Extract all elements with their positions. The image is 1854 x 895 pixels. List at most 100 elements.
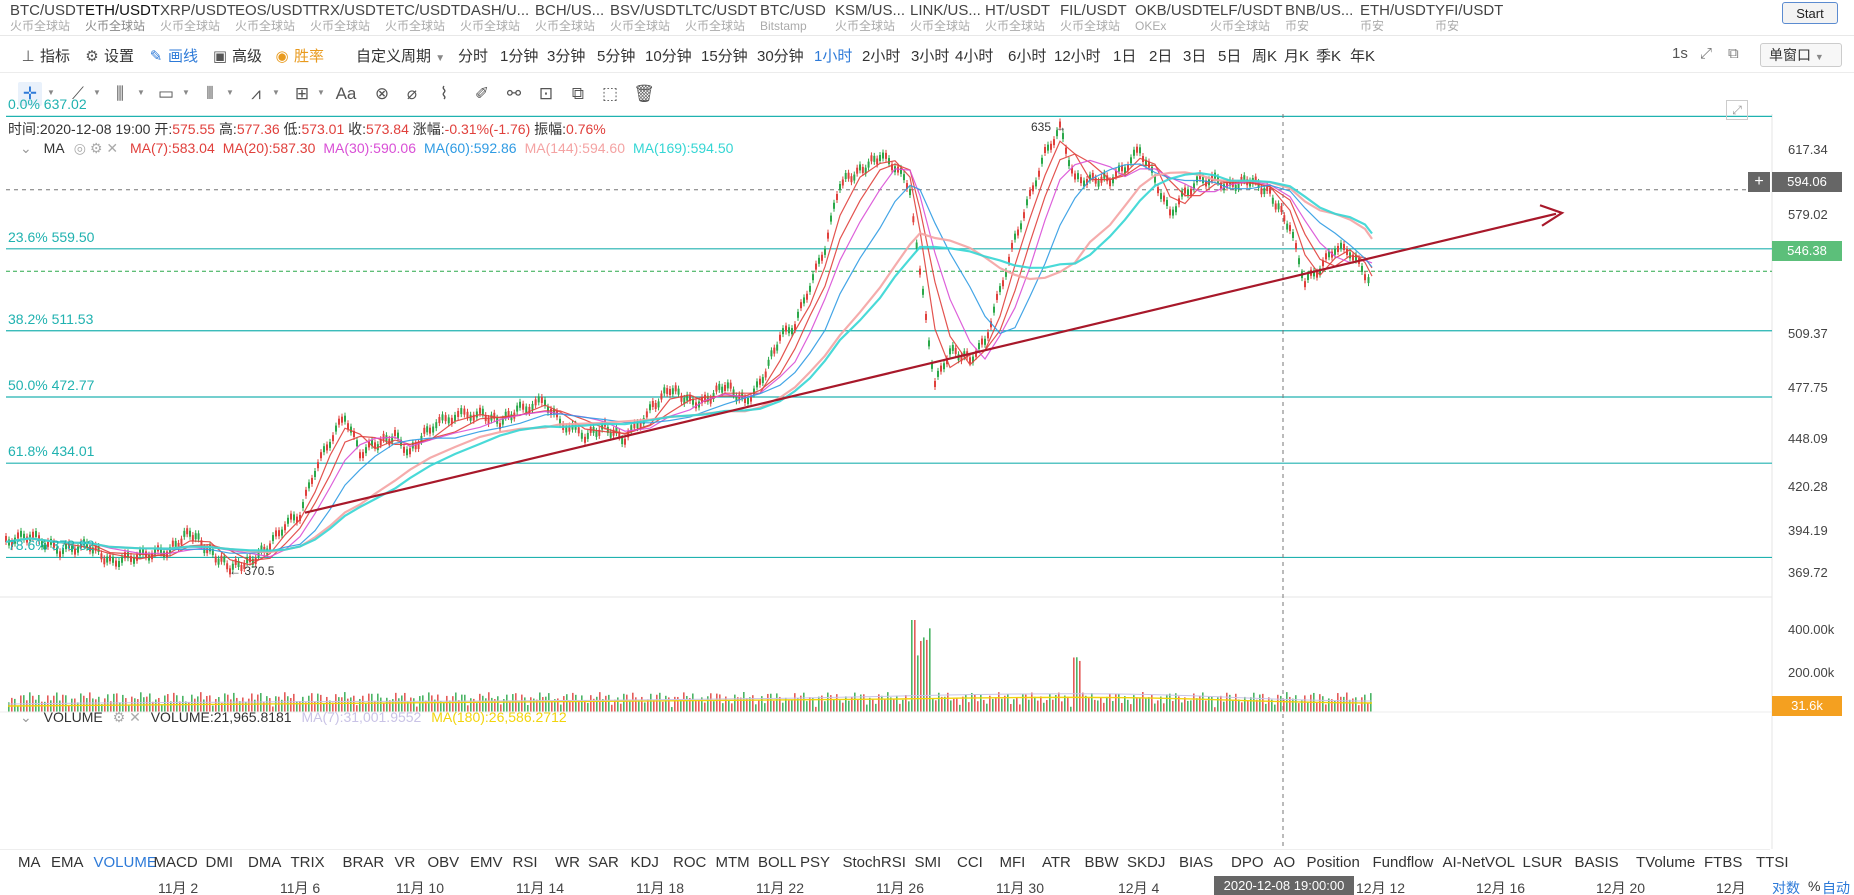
- indicator-tab[interactable]: SMI: [914, 854, 942, 871]
- wave-tool-icon[interactable]: ⩘: [251, 84, 261, 103]
- indicator-tab[interactable]: ROC: [673, 854, 707, 871]
- trash-icon[interactable]: 🗑: [633, 84, 655, 103]
- parallel-lines-tool-icon[interactable]: ⫼: [116, 84, 124, 103]
- indicator-tab[interactable]: MACD: [153, 854, 198, 871]
- indicator-tab[interactable]: StochRSI: [842, 854, 906, 871]
- indicator-tab[interactable]: TVolume: [1636, 854, 1696, 871]
- fullscreen-icon[interactable]: ⤢: [1700, 45, 1713, 62]
- indicator-tab[interactable]: AI-NetVOL: [1442, 854, 1516, 871]
- indicator-tab[interactable]: SKDJ: [1127, 854, 1166, 871]
- ticker-tab[interactable]: XRP/USDT 火币全球站: [160, 2, 248, 34]
- indicator-tab[interactable]: DMA: [248, 854, 282, 871]
- chevron-down-icon[interactable]: ▼: [226, 88, 234, 97]
- ticker-tab[interactable]: FIL/USDT 火币全球站: [1060, 2, 1148, 34]
- chevron-down-icon[interactable]: ▼: [182, 88, 190, 97]
- indicator-tab[interactable]: BRAR: [342, 854, 385, 871]
- indicator-tab[interactable]: EMA: [51, 854, 84, 871]
- screenshot-icon[interactable]: ⧉: [1728, 45, 1739, 62]
- period-option[interactable]: 5分钟: [597, 48, 636, 65]
- indicator-tab[interactable]: TRIX: [290, 854, 325, 871]
- ticker-tab[interactable]: HT/USDT 火币全球站: [985, 2, 1073, 34]
- indicator-tab[interactable]: BBW: [1084, 854, 1119, 871]
- period-option[interactable]: 3日: [1183, 48, 1207, 65]
- select-icon[interactable]: ⬚: [601, 84, 619, 103]
- period-option[interactable]: 2日: [1149, 48, 1173, 65]
- indicator-tab[interactable]: VR: [394, 854, 416, 871]
- indicator-tab[interactable]: MA: [18, 854, 41, 871]
- chart-area[interactable]: 时间:2020-12-08 19:00 开:575.55 高:577.36 低:…: [0, 96, 1854, 895]
- indicator-tab[interactable]: WR: [555, 854, 580, 871]
- price-chart[interactable]: [0, 114, 1854, 895]
- period-option[interactable]: 1小时: [814, 48, 853, 65]
- ticker-tab[interactable]: BNB/US... 币安: [1285, 2, 1373, 34]
- indicator-tab[interactable]: BIAS: [1179, 854, 1214, 871]
- period-option[interactable]: 周K: [1252, 48, 1278, 65]
- indicator-tab[interactable]: OBV: [427, 854, 460, 871]
- indicator-tab[interactable]: EMV: [470, 854, 503, 871]
- ticker-tab[interactable]: BTC/USD Bitstamp: [760, 2, 848, 34]
- period-option[interactable]: 季K: [1316, 48, 1342, 65]
- crosshair-icon[interactable]: ✛: [18, 82, 42, 106]
- period-option[interactable]: 年K: [1350, 48, 1376, 65]
- ticker-tab[interactable]: LINK/US... 火币全球站: [910, 2, 998, 34]
- winrate-button[interactable]: ◉ 胜率: [274, 45, 324, 66]
- indicator-button[interactable]: ⊥ 指标: [20, 45, 70, 66]
- period-option[interactable]: 2小时: [862, 48, 901, 65]
- eraser-icon[interactable]: ⌀: [406, 84, 418, 103]
- indicator-tab[interactable]: DMI: [205, 854, 234, 871]
- period-option[interactable]: 4小时: [955, 48, 994, 65]
- chevron-down-icon[interactable]: ▼: [272, 88, 280, 97]
- settings-button[interactable]: ⚙ 设置: [84, 45, 134, 66]
- brush-icon[interactable]: ✐: [474, 84, 490, 103]
- period-option[interactable]: 3小时: [911, 48, 950, 65]
- ticker-tab[interactable]: OKB/USDT OKEx: [1135, 2, 1223, 34]
- ticker-tab[interactable]: ETH/USDT 币安: [1360, 2, 1448, 34]
- chevron-down-icon[interactable]: ▼: [93, 88, 101, 97]
- percent-scale-toggle[interactable]: %: [1808, 878, 1821, 894]
- draw-button[interactable]: ✎ 画线: [148, 45, 198, 66]
- indicator-tab[interactable]: BASIS: [1574, 854, 1619, 871]
- ticker-tab[interactable]: ELF/USDT 火币全球站: [1210, 2, 1298, 34]
- ticker-tab[interactable]: BCH/US... 火币全球站: [535, 2, 623, 34]
- chevron-down-icon[interactable]: ▼: [47, 88, 55, 97]
- ticker-tab[interactable]: BTC/USDT 火币全球站: [10, 2, 98, 34]
- fib-channel-tool-icon[interactable]: ⦀: [206, 84, 214, 103]
- indicator-tab[interactable]: TTSI: [1756, 854, 1789, 871]
- text-tool-icon[interactable]: Aa: [335, 84, 357, 103]
- indicator-tab[interactable]: SAR: [588, 854, 619, 871]
- add-alert-icon[interactable]: +: [1748, 172, 1770, 192]
- eye-icon[interactable]: ◎: [73, 140, 86, 156]
- period-option[interactable]: 12小时: [1054, 48, 1101, 65]
- indicator-tab[interactable]: VOLUME: [93, 854, 157, 871]
- indicator-tab[interactable]: AO: [1273, 854, 1296, 871]
- close-icon[interactable]: ✕: [106, 140, 119, 156]
- copy-icon[interactable]: ⧉: [571, 84, 585, 103]
- window-mode-select[interactable]: 单窗口 ▼: [1760, 43, 1842, 67]
- period-option[interactable]: 15分钟: [701, 48, 748, 65]
- measure-tool-icon[interactable]: ⊞: [294, 84, 310, 103]
- indicator-tab[interactable]: MFI: [999, 854, 1026, 871]
- indicator-tab[interactable]: PSY: [800, 854, 831, 871]
- start-button[interactable]: Start: [1782, 2, 1838, 24]
- indicator-tab[interactable]: MTM: [715, 854, 750, 871]
- ticker-tab[interactable]: BSV/USDT 火币全球站: [610, 2, 698, 34]
- ticker-tab[interactable]: ETH/USDT 火币全球站: [85, 2, 173, 34]
- indicator-tab[interactable]: CCI: [957, 854, 983, 871]
- period-option[interactable]: 5日: [1218, 48, 1242, 65]
- custom-period-dropdown[interactable]: 自定义周期 ▼: [356, 45, 445, 66]
- period-option[interactable]: 30分钟: [757, 48, 804, 65]
- gear-icon[interactable]: ⚙: [112, 709, 126, 725]
- period-option[interactable]: 1分钟: [500, 48, 539, 65]
- ticker-tab[interactable]: ETC/USDT 火币全球站: [385, 2, 473, 34]
- ticker-tab[interactable]: EOS/USDT 火币全球站: [235, 2, 323, 34]
- log-scale-toggle[interactable]: 对数: [1772, 880, 1800, 895]
- chevron-down-icon[interactable]: ▼: [137, 88, 145, 97]
- close-icon[interactable]: ✕: [129, 709, 141, 725]
- lock-icon[interactable]: ⊡: [538, 84, 554, 103]
- chevron-down-icon[interactable]: ▼: [317, 88, 325, 97]
- trendline-tool-icon[interactable]: ⟋: [72, 84, 84, 103]
- indicator-tab[interactable]: BOLL: [758, 854, 797, 871]
- ticker-tab[interactable]: YFI/USDT 币安: [1435, 2, 1523, 34]
- rectangle-tool-icon[interactable]: ▭: [157, 84, 175, 103]
- indicator-tab[interactable]: ATR: [1042, 854, 1071, 871]
